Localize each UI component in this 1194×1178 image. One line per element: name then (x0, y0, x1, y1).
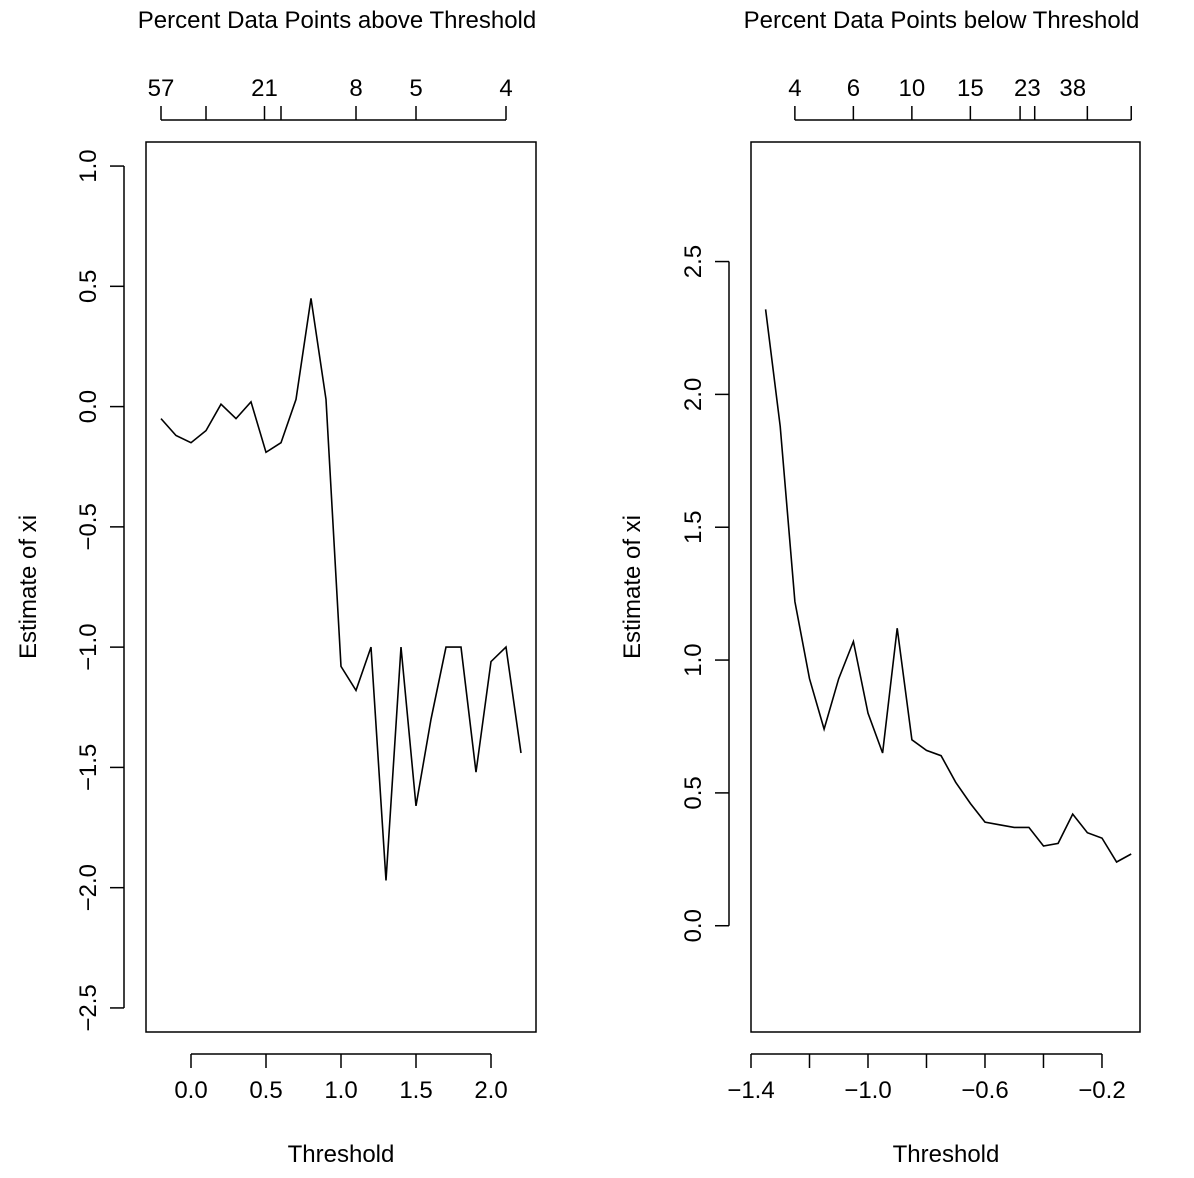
panel1-y-tick-label: −2.0 (75, 864, 102, 911)
panel2-y-tick-label: 1.5 (680, 511, 707, 544)
panel2-series-line (764, 309, 1132, 864)
panel1-series-line (160, 298, 522, 881)
panel2-top-tick-label: 38 (1059, 75, 1086, 102)
panel1-top-tick-label: 21 (251, 75, 278, 102)
panel1-top-tick-label: 5 (409, 75, 422, 102)
panel2-top-tick-label: 15 (957, 75, 984, 102)
panel1-top-tick-label: 4 (499, 75, 512, 102)
panel1-plot-frame (145, 141, 537, 1033)
panel1-y-axis-title: Estimate of xi (15, 515, 42, 659)
panel1-top-tick-label: 57 (148, 75, 175, 102)
panel1-y-tick-label: 1.0 (75, 149, 102, 182)
panel2-y-axis-title: Estimate of xi (619, 515, 646, 659)
panel1-y-tick-label: −0.5 (75, 503, 102, 550)
panel2-y-tick-label: 2.0 (680, 378, 707, 411)
panel2-top-tick-label: 23 (1014, 75, 1041, 102)
panel1-y-tick-label: 0.5 (75, 270, 102, 303)
panel2-y-tick-label: 0.5 (680, 776, 707, 809)
panel1-y-tick-label: −1.0 (75, 623, 102, 670)
panel2-x-tick-label: −1.4 (727, 1077, 774, 1104)
panel1-top-tick-label: 8 (349, 75, 362, 102)
panel1-x-tick-label: 1.5 (399, 1077, 432, 1104)
panel2-top-tick-label: 10 (899, 75, 926, 102)
panel1-x-tick-label: 2.0 (474, 1077, 507, 1104)
panel1-x-tick-label: 1.0 (324, 1077, 357, 1104)
panel2-x-tick-label: −0.6 (961, 1077, 1008, 1104)
panel1-x-axis-title: Threshold (288, 1141, 395, 1168)
panel1-y-tick-label: −1.5 (75, 744, 102, 791)
panel2-y-tick-label: 2.5 (680, 245, 707, 278)
panel2-y-tick-label: 1.0 (680, 643, 707, 676)
panel2-x-tick-label: −1.0 (844, 1077, 891, 1104)
panel2-plot-frame (750, 141, 1141, 1033)
panel2-x-tick-label: −0.2 (1078, 1077, 1125, 1104)
panel1-y-tick-label: −2.5 (75, 984, 102, 1031)
panel1-top-axis-title: Percent Data Points above Threshold (138, 7, 536, 34)
panel1-y-tick-label: 0.0 (75, 390, 102, 423)
panel2-y-tick-label: 0.0 (680, 909, 707, 942)
panel2-top-tick-label: 6 (847, 75, 860, 102)
panel1-x-tick-label: 0.0 (174, 1077, 207, 1104)
panel2-x-axis-title: Threshold (893, 1141, 1000, 1168)
panel1-x-tick-label: 0.5 (249, 1077, 282, 1104)
panel2-top-axis-title: Percent Data Points below Threshold (744, 7, 1140, 34)
panel2-top-tick-label: 4 (788, 75, 801, 102)
